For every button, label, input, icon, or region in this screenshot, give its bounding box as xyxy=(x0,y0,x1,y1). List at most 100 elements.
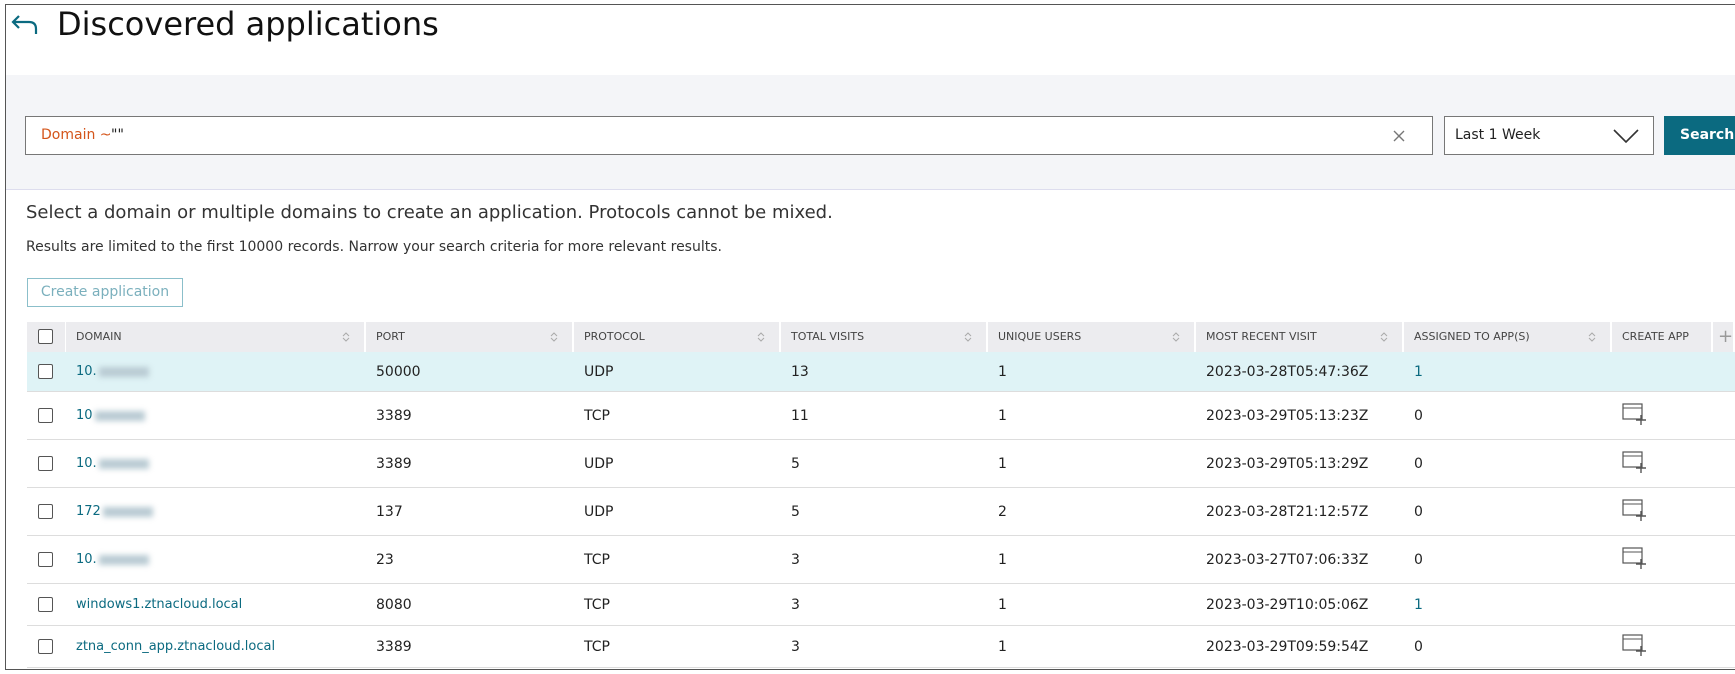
column-header[interactable]: TOTAL VISITS xyxy=(781,322,988,352)
redacted xyxy=(98,458,149,469)
cell: 50000 xyxy=(376,364,421,380)
cell: 2023-03-29T05:13:29Z xyxy=(1206,456,1369,472)
cell: 13 xyxy=(791,364,809,380)
cell: 1 xyxy=(998,364,1007,380)
domain-link[interactable]: 10. xyxy=(76,454,149,474)
instructions: Select a domain or multiple domains to c… xyxy=(26,202,833,223)
notice: Results are limited to the first 10000 r… xyxy=(26,239,722,255)
column-header[interactable]: PROTOCOL xyxy=(574,322,781,352)
column-header[interactable]: DOMAIN xyxy=(66,322,366,352)
cell: 2023-03-29T05:13:23Z xyxy=(1206,408,1369,424)
row-checkbox[interactable] xyxy=(38,364,53,379)
cell: TCP xyxy=(584,639,610,655)
cell: 1 xyxy=(998,639,1007,655)
sort-icon[interactable] xyxy=(964,331,972,343)
cell: 1 xyxy=(998,597,1007,613)
create-app-icon[interactable] xyxy=(1622,633,1648,657)
column-header[interactable]: CREATE APP xyxy=(1612,322,1713,352)
table-row[interactable] xyxy=(27,440,1735,488)
create-app-icon[interactable] xyxy=(1622,498,1648,522)
row-checkbox[interactable] xyxy=(38,639,53,654)
add-column[interactable]: + xyxy=(1713,322,1735,352)
cell: 0 xyxy=(1414,408,1423,424)
back-button[interactable] xyxy=(9,12,39,38)
domain-link[interactable]: 10. xyxy=(76,550,149,570)
cell: 2 xyxy=(998,504,1007,520)
page-title: Discovered applications xyxy=(57,5,439,43)
table-row[interactable] xyxy=(27,488,1735,536)
cell: 0 xyxy=(1414,552,1423,568)
sort-icon[interactable] xyxy=(1588,331,1596,343)
redacted xyxy=(98,554,149,565)
search-button[interactable]: Search xyxy=(1664,116,1735,155)
cell: 23 xyxy=(376,552,394,568)
column-header[interactable]: UNIQUE USERS xyxy=(988,322,1196,352)
cell: 3389 xyxy=(376,456,412,472)
cell: 5 xyxy=(791,456,800,472)
row-checkbox[interactable] xyxy=(38,597,53,612)
create-app-icon[interactable] xyxy=(1622,450,1648,474)
table-row[interactable] xyxy=(27,626,1735,668)
domain-link[interactable]: ztna_conn_app.ztnacloud.local xyxy=(76,639,276,654)
column-header[interactable]: PORT xyxy=(366,322,574,352)
table-row[interactable] xyxy=(27,584,1735,626)
cell: UDP xyxy=(584,364,614,380)
column-header[interactable]: MOST RECENT VISIT xyxy=(1196,322,1404,352)
column-header[interactable]: ASSIGNED TO APP(S) xyxy=(1404,322,1612,352)
cell: 2023-03-28T05:47:36Z xyxy=(1206,364,1369,380)
cell[interactable]: 1 xyxy=(1414,364,1423,380)
row-checkbox[interactable] xyxy=(38,408,53,423)
search-input[interactable]: Domain ~ "" xyxy=(25,116,1433,155)
cell: 1 xyxy=(998,456,1007,472)
row-checkbox[interactable] xyxy=(38,552,53,567)
create-app-icon[interactable] xyxy=(1622,546,1648,570)
cell: 1 xyxy=(998,552,1007,568)
redacted xyxy=(98,366,149,377)
redacted xyxy=(94,410,145,421)
domain-link[interactable]: 172 xyxy=(76,502,153,522)
range-dropdown[interactable]: Last 1 Week xyxy=(1444,116,1654,155)
domain-link[interactable]: 10. xyxy=(76,362,149,382)
cell: 0 xyxy=(1414,456,1423,472)
cell: 11 xyxy=(791,408,809,424)
cell: 8080 xyxy=(376,597,412,613)
cell: 2023-03-29T09:59:54Z xyxy=(1206,639,1369,655)
frame xyxy=(5,4,1735,670)
cell: 3389 xyxy=(376,408,412,424)
cell: UDP xyxy=(584,456,614,472)
cell: TCP xyxy=(584,597,610,613)
cell: 2023-03-29T10:05:06Z xyxy=(1206,597,1369,613)
cell: TCP xyxy=(584,408,610,424)
cell: 3389 xyxy=(376,639,412,655)
sort-icon[interactable] xyxy=(550,331,558,343)
table-row[interactable] xyxy=(27,536,1735,584)
cell: 2023-03-27T07:06:33Z xyxy=(1206,552,1369,568)
clear-icon[interactable] xyxy=(1392,129,1406,143)
domain-link[interactable]: windows1.ztnacloud.local xyxy=(76,597,243,612)
cell: UDP xyxy=(584,504,614,520)
row-checkbox[interactable] xyxy=(38,456,53,471)
sort-icon[interactable] xyxy=(1380,331,1388,343)
sort-icon[interactable] xyxy=(757,331,765,343)
redacted xyxy=(102,506,153,517)
query-value: "" xyxy=(111,127,124,143)
query-field: Domain ~ xyxy=(41,127,112,143)
select-all-checkbox[interactable] xyxy=(38,329,53,344)
sort-icon[interactable] xyxy=(1172,331,1180,343)
row-checkbox[interactable] xyxy=(38,504,53,519)
cell[interactable]: 1 xyxy=(1414,597,1423,613)
cell: 1 xyxy=(998,408,1007,424)
sort-icon[interactable] xyxy=(342,331,350,343)
cell: 3 xyxy=(791,639,800,655)
cell: TCP xyxy=(584,552,610,568)
table-row[interactable] xyxy=(27,352,1735,392)
table-row[interactable] xyxy=(27,392,1735,440)
domain-link[interactable]: 10 xyxy=(76,406,145,426)
header-checkbox-cell xyxy=(27,322,65,352)
create-application-button[interactable]: Create application xyxy=(27,278,183,307)
cell: 3 xyxy=(791,552,800,568)
cell: 137 xyxy=(376,504,403,520)
cell: 3 xyxy=(791,597,800,613)
create-app-icon[interactable] xyxy=(1622,402,1648,426)
